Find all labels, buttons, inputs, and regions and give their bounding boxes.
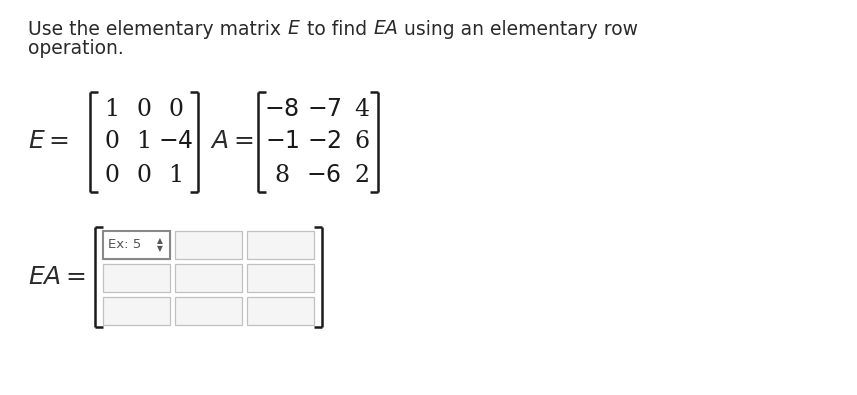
FancyBboxPatch shape <box>247 297 314 325</box>
FancyBboxPatch shape <box>103 297 170 325</box>
FancyBboxPatch shape <box>103 264 170 292</box>
Text: 4: 4 <box>355 98 369 120</box>
Text: ▲: ▲ <box>157 237 163 246</box>
FancyBboxPatch shape <box>247 264 314 292</box>
Text: ▼: ▼ <box>157 245 163 254</box>
FancyBboxPatch shape <box>175 297 242 325</box>
Text: $\mathbf{\mathit{E}}$: $\mathbf{\mathit{E}}$ <box>287 20 301 38</box>
Text: $\mathit{E}=$: $\mathit{E}=$ <box>28 130 69 154</box>
Text: using an elementary row: using an elementary row <box>399 20 638 39</box>
Text: $-8$: $-8$ <box>264 98 300 120</box>
Text: 0: 0 <box>105 164 119 186</box>
Text: 0: 0 <box>105 130 119 154</box>
Text: 1: 1 <box>136 130 152 154</box>
Text: $\mathbf{\mathit{EA}}$: $\mathbf{\mathit{EA}}$ <box>373 20 399 38</box>
Text: $\mathit{A}=$: $\mathit{A}=$ <box>210 130 254 154</box>
Text: Ex: 5: Ex: 5 <box>108 239 141 252</box>
Text: 1: 1 <box>105 98 120 120</box>
FancyBboxPatch shape <box>247 231 314 259</box>
FancyBboxPatch shape <box>175 231 242 259</box>
Text: 0: 0 <box>169 98 183 120</box>
Text: 2: 2 <box>355 164 369 186</box>
Text: 0: 0 <box>136 164 152 186</box>
Text: $-4$: $-4$ <box>159 130 194 154</box>
Text: to find: to find <box>301 20 373 39</box>
Text: 8: 8 <box>274 164 290 186</box>
FancyBboxPatch shape <box>175 264 242 292</box>
Text: $-1$: $-1$ <box>265 130 299 154</box>
FancyBboxPatch shape <box>103 231 170 259</box>
Text: Use the elementary matrix: Use the elementary matrix <box>28 20 287 39</box>
Text: 0: 0 <box>136 98 152 120</box>
FancyBboxPatch shape <box>103 231 170 259</box>
Text: $-2$: $-2$ <box>307 130 341 154</box>
Text: 6: 6 <box>355 130 369 154</box>
Text: $-6$: $-6$ <box>306 164 342 186</box>
Text: operation.: operation. <box>28 39 123 58</box>
Text: $\mathit{EA}=$: $\mathit{EA}=$ <box>28 265 86 288</box>
Text: 1: 1 <box>169 164 183 186</box>
Text: $-7$: $-7$ <box>307 98 341 120</box>
